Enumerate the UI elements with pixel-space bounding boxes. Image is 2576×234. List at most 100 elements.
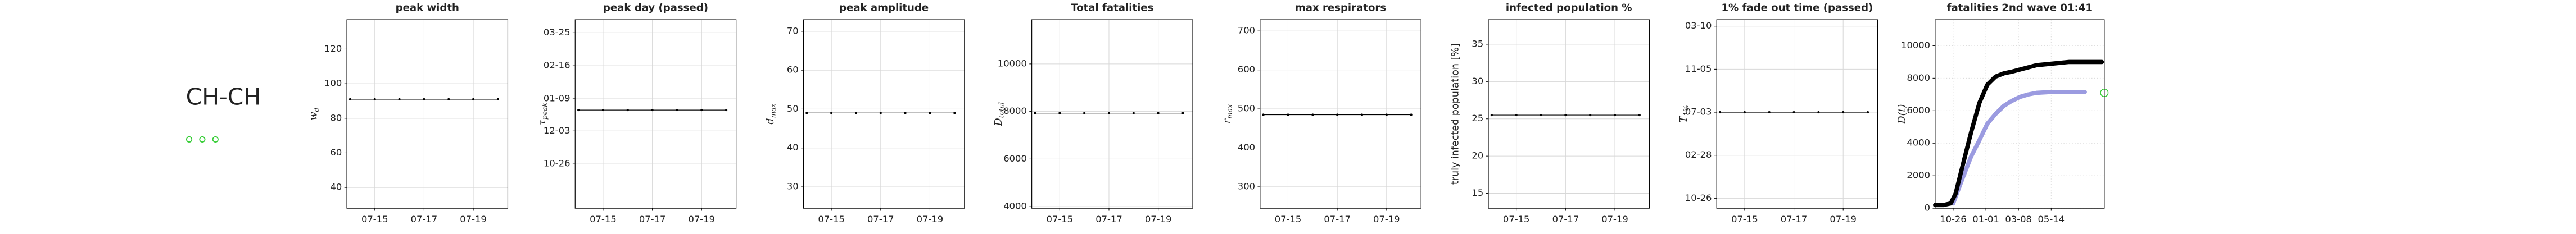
data-point [1613,114,1617,117]
data-point [1107,112,1111,114]
data-point [1638,114,1641,117]
y-axis-label: T1% [1678,105,1690,123]
status-dot [185,136,193,143]
data-point [1515,114,1518,117]
data-point [1034,112,1036,114]
y-tick-label: 80 [330,112,342,123]
chart-title: fatalities 2nd wave 01:41 [1947,2,2093,14]
axes-frame [1031,19,1193,209]
y-axis-label-sub: max [1225,104,1233,119]
y-tick-label: 40 [330,182,342,192]
x-tick-label: 03-08 [2005,214,2032,224]
x-tick-label: 07-17 [411,214,438,224]
y-axis-label-main: r [1221,118,1233,123]
y-tick-label: 4000 [1003,201,1027,212]
data-point [1490,114,1493,117]
data-point [1410,113,1413,116]
y-tick-label: 6000 [1907,105,1930,116]
y-tick-label: 600 [1238,64,1255,75]
chart-title: peak amplitude [839,2,929,14]
x-tick-label: 07-15 [1275,214,1302,224]
series-line [1933,59,2104,208]
chart-title: max respirators [1295,2,1386,14]
data-point [1866,111,1869,114]
x-tick-label: 07-17 [867,214,894,224]
y-axis-label-sub: max [769,103,777,118]
y-axis-label-main: D(t) [1896,104,1908,125]
y-tick-label: 2000 [1907,170,1930,181]
x-tick-label: 07-15 [1503,214,1530,224]
y-axis-label-main: τ [536,120,547,125]
x-tick-label: 07-17 [1552,214,1579,224]
y-tick-label: 8000 [1907,72,1930,83]
data-point [1743,111,1746,114]
y-tick-label: 30 [1472,76,1483,86]
y-tick-label: 10-26 [1685,192,1712,203]
x-tick-label: 10-26 [1940,214,1967,224]
data-point [953,112,956,114]
data-point [676,109,678,112]
y-tick-label: 70 [787,25,799,36]
y-tick-label: 10-26 [544,158,571,169]
y-tick-label: 02-16 [544,60,571,71]
y-tick-label: 03-25 [544,27,571,38]
y-tick-label: 300 [1238,181,1255,191]
axes-frame [574,19,737,209]
data-point [1181,112,1184,114]
data-point [1262,113,1265,116]
data-point [1817,111,1820,114]
y-tick-label: 60 [787,65,799,75]
y-tick-label: 35 [1472,38,1483,49]
x-tick-label: 07-15 [361,214,388,224]
y-axis-label-main: D [993,118,1004,126]
axes-frame [1488,19,1650,209]
data-point [1564,114,1567,117]
data-point [1842,111,1845,114]
y-axis-label: D(t) [1896,104,1908,125]
series-line [1951,90,2087,206]
data-point [1058,112,1061,114]
region-label: CH-CH [186,83,261,110]
y-tick-label: 20 [1472,150,1483,161]
y-tick-label: 500 [1238,103,1255,114]
x-tick-label: 07-19 [1373,214,1400,224]
y-tick-label: 01-09 [544,93,571,103]
y-tick-label: 15 [1472,187,1483,198]
x-tick-label: 07-19 [1830,214,1857,224]
data-point [1083,112,1086,114]
data-point [398,98,401,100]
data-point [601,109,604,112]
data-point [496,98,499,100]
data-point [1336,113,1339,116]
x-tick-label: 07-17 [1781,214,1808,224]
y-axis-label-sub: 1% [1682,105,1690,116]
x-tick-label: 07-17 [1095,214,1122,224]
axes-frame [346,19,509,209]
data-point [577,109,580,112]
y-tick-label: 8000 [1003,105,1027,116]
axes-frame [1716,19,1878,209]
chart-title: peak width [396,2,459,14]
data-point [725,109,728,112]
data-point [1132,112,1135,114]
y-axis-label: rmax [1221,104,1233,123]
y-axis-label-main: T [1678,116,1689,123]
data-point [805,112,808,114]
status-dot [199,136,206,143]
data-point [348,98,351,100]
data-point [830,112,833,114]
data-point [854,112,858,114]
data-point [1792,111,1795,114]
y-axis-label-sub: d [313,108,320,112]
x-tick-label: 07-19 [917,214,944,224]
y-tick-label: 100 [324,78,342,89]
y-tick-label: 60 [330,147,342,158]
y-axis-label: Dtotal [993,102,1005,127]
axes-frame [1260,19,1421,209]
y-axis-label: dmax [765,103,777,124]
y-tick-label: 4000 [1907,137,1930,148]
axes-frame [803,19,965,209]
y-axis-label: wd [308,108,320,121]
x-tick-label: 07-15 [818,214,845,224]
